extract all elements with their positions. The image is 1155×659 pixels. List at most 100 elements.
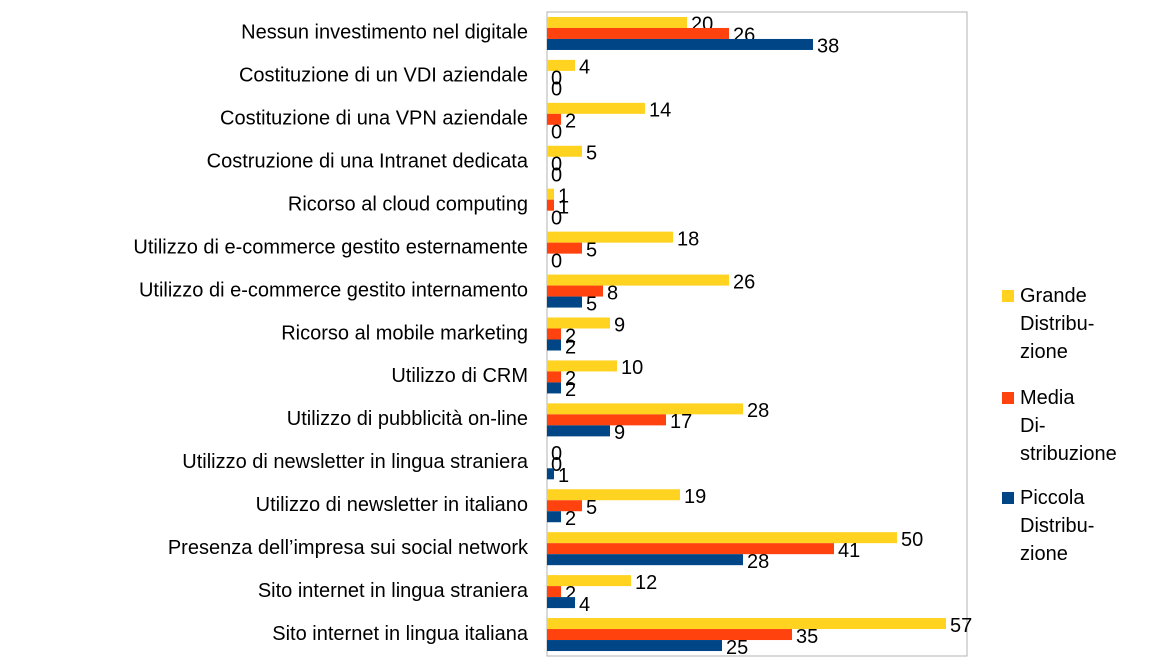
legend-swatch — [1002, 392, 1014, 404]
value-label: 12 — [635, 572, 657, 594]
value-label: 0 — [551, 443, 562, 465]
value-label: 1 — [558, 196, 569, 218]
bar — [547, 199, 554, 211]
bar — [547, 102, 645, 114]
y-tick-label: Nessun investimento nel digitale — [241, 22, 528, 44]
value-label: 0 — [551, 207, 562, 229]
value-label: 2 — [565, 379, 576, 401]
value-label: 41 — [838, 540, 860, 562]
bar — [547, 425, 610, 437]
value-label: 17 — [670, 411, 692, 433]
bar — [547, 242, 582, 254]
value-label: 2 — [565, 111, 576, 133]
value-label: 1 — [558, 465, 569, 487]
y-tick-label: Costruzione di una Intranet dedicata — [207, 151, 529, 173]
y-tick-label: Sito internet in lingua italiana — [272, 623, 529, 645]
value-label: 10 — [621, 357, 643, 379]
value-label: 2 — [565, 368, 576, 390]
value-label: 0 — [551, 165, 562, 187]
y-tick-label: Ricorso al cloud computing — [288, 193, 528, 215]
y-tick-label: Utilizzo di newsletter in italiano — [256, 494, 528, 516]
value-label: 26 — [733, 271, 755, 293]
bar — [547, 339, 561, 351]
bar — [547, 231, 673, 243]
legend-swatch — [1002, 290, 1014, 302]
y-tick-label: Sito internet in lingua straniera — [258, 580, 529, 602]
y-tick-label: Utilizzo di pubblicità on-line — [287, 408, 528, 430]
value-label: 5 — [586, 497, 597, 519]
value-label: 4 — [579, 594, 590, 616]
value-label: 28 — [747, 551, 769, 573]
value-label: 9 — [614, 314, 625, 336]
bar — [547, 403, 743, 415]
value-label: 35 — [796, 626, 818, 648]
value-label: 9 — [614, 422, 625, 444]
bar — [547, 382, 561, 394]
y-tick-label: Costituzione di un VDI aziendale — [239, 65, 528, 87]
value-label: 5 — [586, 293, 597, 315]
bar — [547, 511, 561, 523]
bar — [547, 296, 582, 308]
bar — [547, 500, 582, 512]
value-label: 2 — [565, 336, 576, 358]
bar — [547, 328, 561, 340]
bar — [547, 317, 610, 329]
value-label: 2 — [565, 583, 576, 605]
bar — [547, 145, 582, 157]
bar — [547, 575, 631, 587]
bar — [547, 586, 561, 598]
value-label: 14 — [649, 100, 671, 122]
value-label: 38 — [817, 36, 839, 58]
bar — [547, 414, 666, 426]
bar — [547, 468, 554, 480]
y-tick-label: Utilizzo di e-commerce gestito estername… — [133, 236, 528, 258]
value-label: 4 — [579, 57, 590, 79]
value-label: 18 — [677, 228, 699, 250]
bar — [547, 629, 792, 641]
legend-label: Media Di­stribuzione — [1020, 387, 1117, 465]
bar — [547, 618, 946, 630]
value-label: 0 — [551, 68, 562, 90]
bar — [547, 16, 687, 28]
bar — [547, 59, 575, 71]
bar — [547, 554, 743, 566]
bar — [547, 113, 561, 125]
value-label: 2 — [565, 508, 576, 530]
bar — [547, 274, 729, 286]
bar — [547, 360, 617, 372]
value-label: 0 — [551, 122, 562, 144]
value-label: 2 — [565, 325, 576, 347]
value-label: 8 — [607, 282, 618, 304]
legend-label: Grande Distribu­zione — [1020, 285, 1095, 363]
value-label: 0 — [551, 250, 562, 272]
y-tick-label: Costituzione di una VPN aziendale — [220, 108, 528, 130]
value-label: 0 — [551, 154, 562, 176]
y-tick-label: Presenza dell’impresa sui social network — [168, 537, 529, 559]
legend-swatch — [1002, 492, 1014, 504]
bar — [547, 27, 729, 39]
value-label: 50 — [901, 529, 923, 551]
bar — [547, 640, 722, 652]
bar — [547, 532, 897, 544]
value-label: 0 — [551, 79, 562, 101]
value-label: 1 — [558, 185, 569, 207]
y-tick-label: Utilizzo di newsletter in lingua stranie… — [182, 451, 529, 473]
bar — [547, 38, 813, 50]
value-label: 28 — [747, 400, 769, 422]
bar — [547, 285, 603, 297]
value-label: 0 — [551, 454, 562, 476]
y-tick-label: Ricorso al mobile marketing — [281, 322, 528, 344]
value-label: 19 — [684, 486, 706, 508]
bar — [547, 543, 834, 555]
bar — [547, 597, 575, 609]
y-tick-label: Utilizzo di CRM — [391, 365, 528, 387]
legend-label: Piccola Distribu­zione — [1020, 487, 1095, 565]
value-label: 57 — [950, 615, 972, 637]
value-label: 25 — [726, 637, 748, 659]
bar — [547, 371, 561, 383]
bar — [547, 188, 554, 200]
bar — [547, 489, 680, 501]
value-label: 5 — [586, 239, 597, 261]
